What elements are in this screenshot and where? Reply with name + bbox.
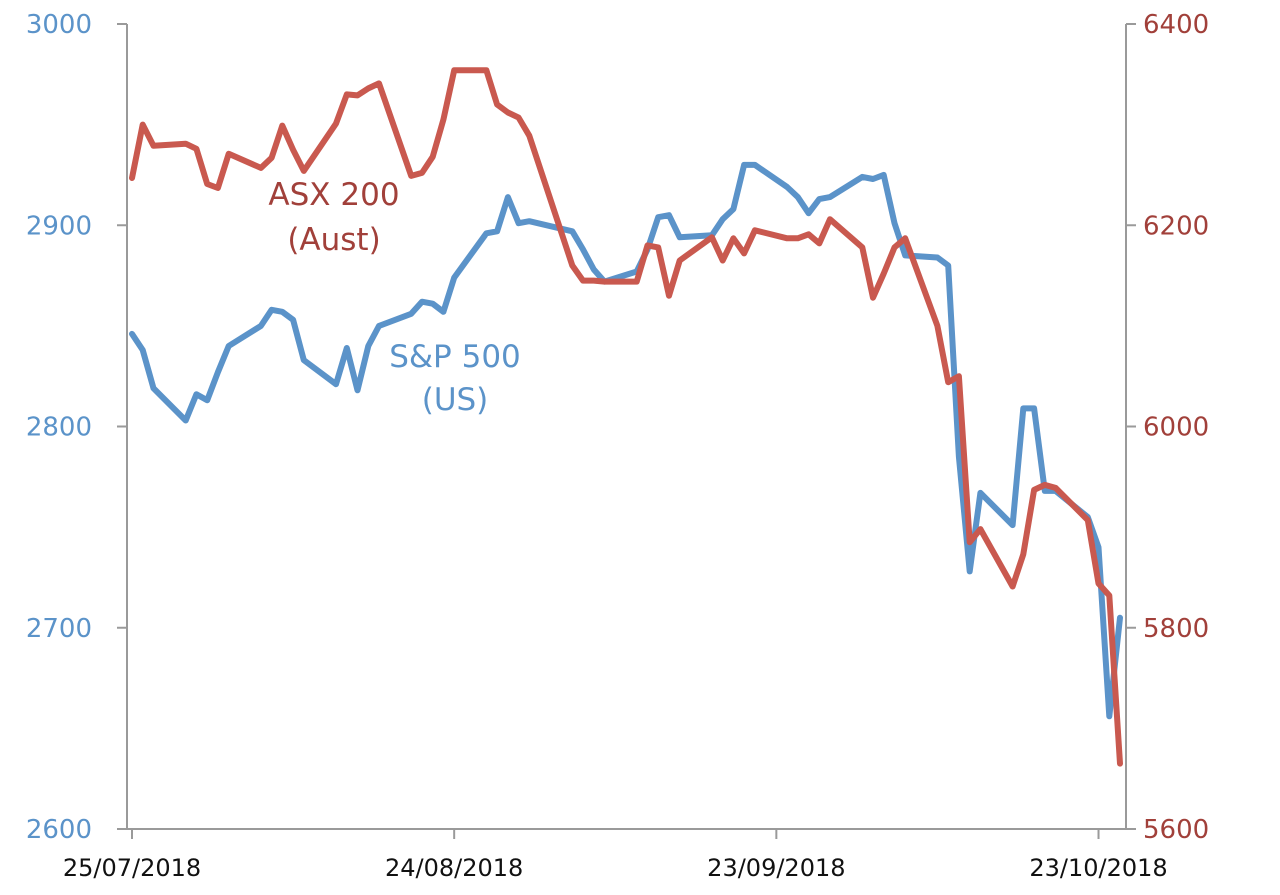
- series-label-asx200: ASX 200: [268, 177, 399, 213]
- series-line-asx200: [129, 67, 1123, 767]
- right-tick-label: 6200: [1143, 211, 1209, 241]
- left-tick-label: 2800: [26, 413, 92, 443]
- series-line-sp500: [129, 161, 1123, 720]
- x-tick-label: 23/09/2018: [707, 854, 845, 882]
- series-sublabel-sp500: (US): [422, 382, 489, 418]
- right-tick-label: 5800: [1143, 614, 1209, 644]
- right-tick-label: 6400: [1143, 10, 1209, 40]
- x-tick-label: 23/10/2018: [1029, 854, 1167, 882]
- x-tick-label: 24/08/2018: [385, 854, 523, 882]
- right-tick-label: 5600: [1143, 815, 1209, 845]
- series-label-sp500: S&P 500: [389, 339, 521, 375]
- left-tick-label: 2900: [26, 211, 92, 241]
- series-lines: [129, 67, 1123, 767]
- right-tick-label: 6000: [1143, 413, 1209, 443]
- series-sublabel-asx200: (Aust): [287, 222, 380, 258]
- left-tick-label: 3000: [26, 10, 92, 40]
- series-labels: S&P 500 (US) ASX 200 (Aust): [268, 177, 520, 418]
- x-tick-label: 25/07/2018: [63, 854, 201, 882]
- axes: 2600 2700 2800 2900 3000 5600 5800 6000 6200 6400…: [26, 10, 1209, 882]
- left-tick-label: 2700: [26, 614, 92, 644]
- left-tick-label: 2600: [26, 815, 92, 845]
